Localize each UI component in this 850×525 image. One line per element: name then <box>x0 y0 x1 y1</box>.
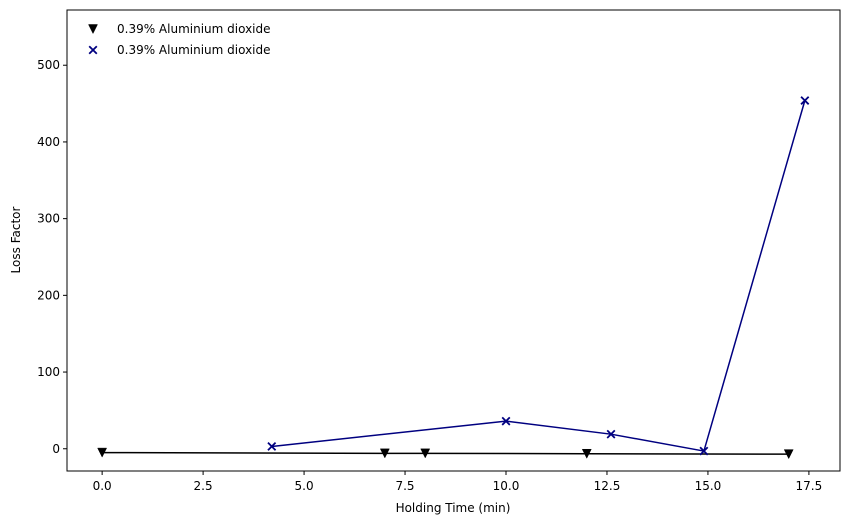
series-2-point <box>606 429 616 439</box>
series-1 <box>97 447 794 460</box>
series-1-point <box>783 449 794 460</box>
x-tick-label: 12.5 <box>594 479 621 493</box>
x-tick-label: 2.5 <box>194 479 213 493</box>
y-tick-label: 300 <box>37 212 60 226</box>
y-tick-label: 400 <box>37 135 60 149</box>
plot-area <box>66 9 841 472</box>
series-1-point <box>581 448 592 459</box>
legend: 0.39% Aluminium dioxide 0.39% Aluminium d… <box>88 22 271 57</box>
series-1-point <box>379 448 390 459</box>
y-tick-label: 100 <box>37 365 60 379</box>
series-2-point <box>800 96 810 105</box>
series-2-point <box>501 416 511 426</box>
x-tick-label: 17.5 <box>796 479 823 493</box>
series-2 <box>267 96 810 456</box>
x-tick-label: 15.0 <box>695 479 722 493</box>
x-tick-label: 7.5 <box>395 479 414 493</box>
series-1-point <box>420 448 431 459</box>
y-tick-label: 200 <box>37 288 60 302</box>
series-1-point <box>97 447 108 458</box>
x-axis: 0.0 2.5 5.0 7.5 10.0 12.5 15.0 17.5 <box>93 471 823 493</box>
y-axis: 0 100 200 300 400 500 <box>37 58 67 456</box>
series-2-point <box>267 442 277 451</box>
legend-label-2: 0.39% Aluminium dioxide <box>117 43 271 57</box>
y-tick-label: 0 <box>52 442 60 456</box>
legend-marker-2 <box>88 45 98 55</box>
series-layer <box>97 96 810 460</box>
y-axis-label: Loss Factor <box>9 207 23 274</box>
x-tick-label: 10.0 <box>493 479 520 493</box>
legend-label-1: 0.39% Aluminium dioxide <box>117 22 271 36</box>
legend-marker-1 <box>88 24 98 35</box>
x-tick-label: 0.0 <box>93 479 112 493</box>
series-2-point <box>699 446 709 456</box>
x-tick-label: 5.0 <box>295 479 314 493</box>
y-tick-label: 500 <box>37 58 60 72</box>
x-axis-label: Holding Time (min) <box>396 501 511 515</box>
